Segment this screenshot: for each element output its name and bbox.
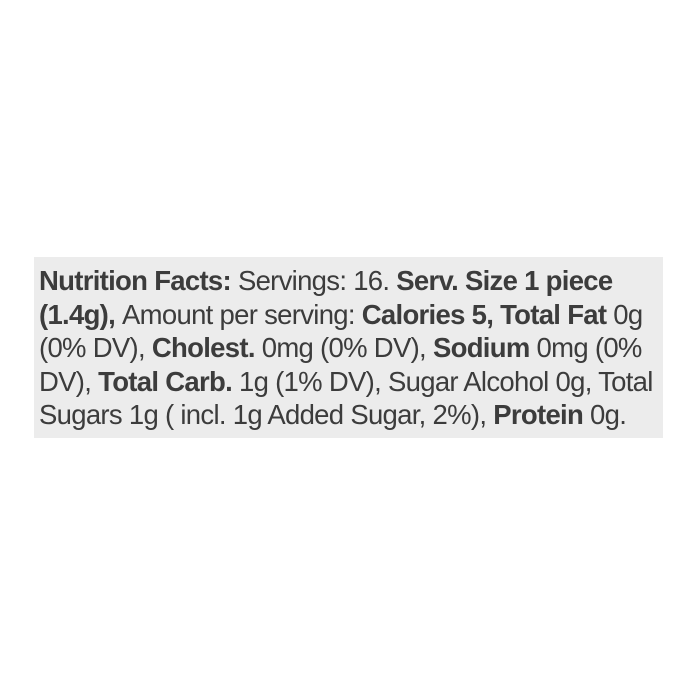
total-fat-value: 0g: [613, 298, 643, 330]
nutrition-line-3: (0% DV), Cholest. 0mg (0% DV), Sodium 0m…: [39, 331, 659, 365]
serving-size-weight: (1.4g),: [39, 298, 123, 330]
nutrition-line-5: Sugars 1g ( incl. 1g Added Sugar, 2%), P…: [39, 398, 659, 432]
fat-dv-value: (0% DV),: [39, 332, 152, 363]
total-carb-label: Total Carb.: [98, 365, 239, 397]
protein-label: Protein: [493, 399, 591, 430]
carb-and-sugar-alcohol-value: 1g (1% DV), Sugar Alcohol 0g, Total: [238, 365, 653, 397]
nutrition-line-1: Nutrition Facts: Servings: 16. Serv. Siz…: [39, 264, 659, 298]
sodium-dv-value: DV),: [39, 365, 99, 397]
amount-per-serving-label: Amount per serving:: [122, 298, 362, 330]
serving-size-label: Serv. Size 1 piece: [396, 265, 613, 296]
servings-value: Servings: 16.: [237, 265, 397, 296]
sodium-value: 0mg (0%: [536, 332, 643, 363]
cholesterol-value: 0mg (0% DV),: [261, 332, 433, 363]
nutrition-facts-text: Nutrition Facts: Servings: 16. Serv. Siz…: [39, 264, 659, 432]
protein-value: 0g.: [590, 399, 627, 430]
calories-and-fat-label: Calories 5, Total Fat: [361, 298, 614, 330]
nutrition-facts-panel: Nutrition Facts: Servings: 16. Serv. Siz…: [34, 257, 663, 438]
total-sugars-value: Sugars 1g ( incl. 1g Added Sugar, 2%),: [39, 399, 494, 430]
nutrition-line-4: DV), Total Carb. 1g (1% DV), Sugar Alcoh…: [39, 365, 659, 399]
nutrition-line-2: (1.4g), Amount per serving: Calories 5, …: [39, 298, 659, 332]
cholesterol-label: Cholest.: [151, 332, 262, 363]
nutrition-facts-heading: Nutrition Facts:: [39, 265, 238, 296]
sodium-label: Sodium: [432, 332, 537, 363]
